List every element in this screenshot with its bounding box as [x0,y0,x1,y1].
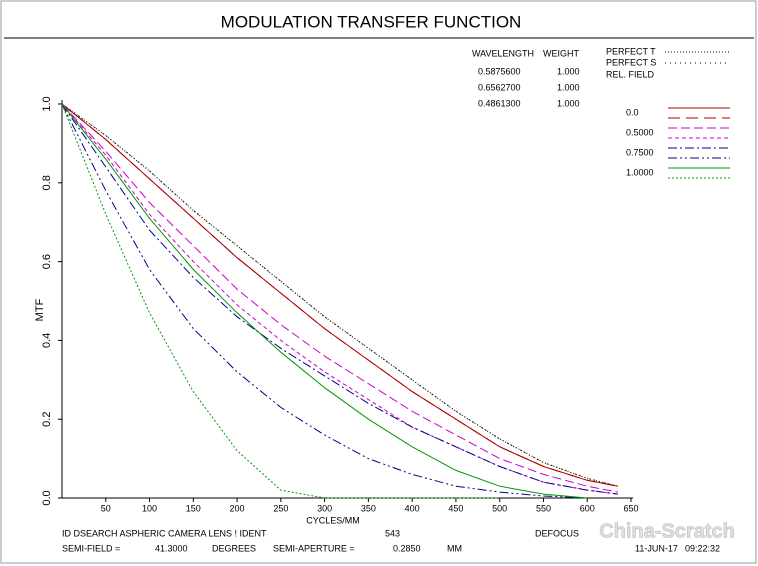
footer-text: MM [447,543,462,553]
x-tick-label: 150 [186,503,201,513]
footer-text: DEGREES [212,543,256,553]
y-tick-label: 0.2 [41,412,53,427]
y-tick-label: 1.0 [41,96,53,111]
y-tick-label: 0.8 [41,175,53,190]
x-tick-label: 50 [101,503,111,513]
weight: 1.000 [557,66,580,76]
legend-label: PERFECT S [606,57,656,67]
footer-text: 41.3000 [155,543,188,553]
x-tick-label: 200 [230,503,245,513]
y-tick-label: 0.6 [41,254,53,269]
legend-label: 1.0000 [626,167,654,177]
x-tick-label: 500 [492,503,507,513]
legend-label: 0.0 [626,107,639,117]
y-tick-label: 0.0 [41,490,53,505]
footer-text: SEMI-FIELD = [62,543,120,553]
footer-text: 11-JUN-17 [635,543,678,553]
mtf-tangential [61,103,618,493]
x-tick-label: 250 [273,503,288,513]
mtf-sagittal [61,103,500,499]
y-tick-label: 0.4 [41,333,53,348]
wavelength: 0.5875600 [478,66,521,76]
weight: 1.000 [557,98,580,108]
table-header: WEIGHT [543,48,579,58]
wavelength: 0.6562700 [478,82,521,92]
legend-label: 0.5000 [626,127,654,137]
y-axis-title: MTF [34,298,46,321]
x-tick-label: 350 [361,503,376,513]
footer-text: 09:22:32 [685,543,720,553]
footer-text: 543 [385,528,400,538]
footer-text: DEFOCUS [535,528,579,538]
legend-label: PERFECT T [606,46,656,56]
x-tick-label: 550 [536,503,551,513]
table-header: WAVELENGTH [472,48,534,58]
legend-label: 0.7500 [626,147,654,157]
footer-text: ID DSEARCH ASPHERIC CAMERA LENS ! IDENT [62,528,267,538]
footer-text: SEMI-APERTURE = [273,543,355,553]
weight: 1.000 [557,82,580,92]
x-tick-label: 300 [317,503,332,513]
mtf-tangential [61,103,618,495]
x-tick-label: 450 [448,503,463,513]
watermark: China-Scratch [599,520,735,542]
field-header: REL. FIELD [606,69,655,79]
footer-text: 0.2850 [393,543,421,553]
perfect-curve [61,103,619,487]
x-axis-title: CYCLES/MM [306,515,360,525]
x-tick-label: 100 [142,503,157,513]
mtf-sagittal [61,103,618,487]
x-tick-label: 400 [405,503,420,513]
mtf-tangential [61,103,588,499]
wavelength: 0.4861300 [478,98,521,108]
chart-title: MODULATION TRANSFER FUNCTION [221,12,522,31]
mtf-sagittal [61,103,588,499]
x-tick-label: 650 [623,503,638,513]
x-tick-label: 600 [580,503,595,513]
